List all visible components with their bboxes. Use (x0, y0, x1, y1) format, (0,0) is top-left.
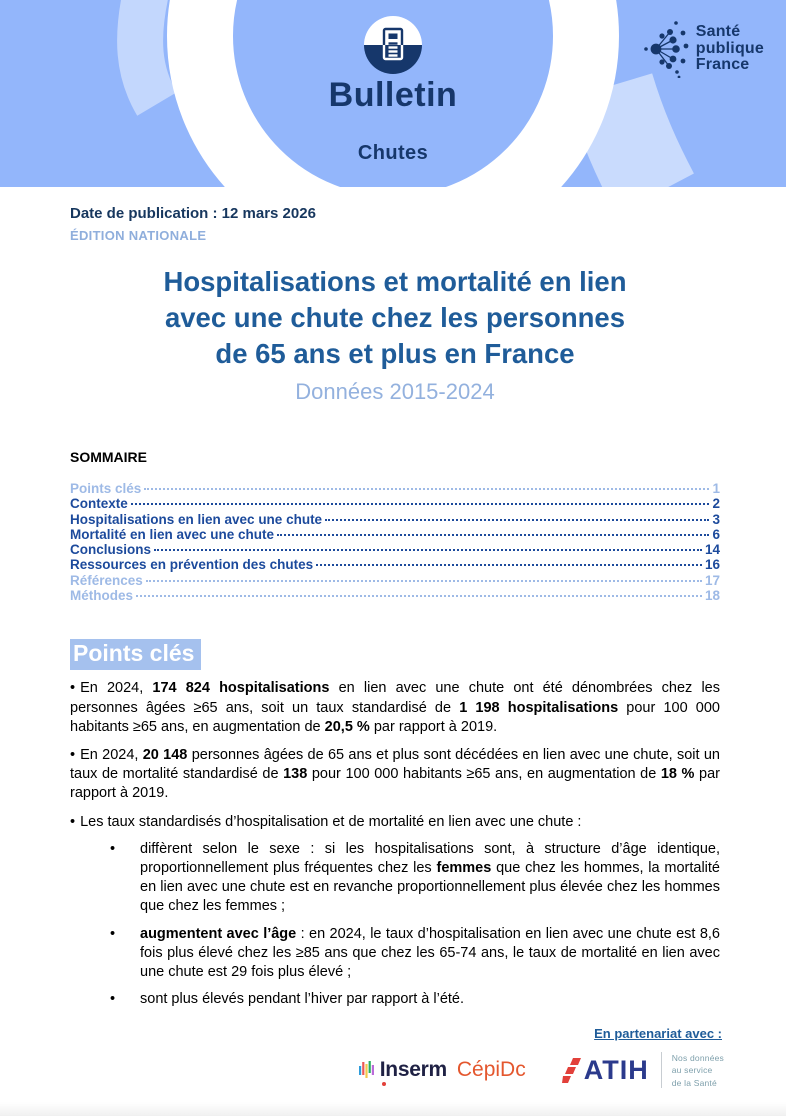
document-title: Hospitalisations et mortalité en lien av… (163, 266, 627, 369)
atih-logo: ATIH Nos données au service de la Santé (561, 1052, 724, 1089)
toc-item-label: Points clés (70, 481, 142, 496)
publication-date: Date de publication : 12 mars 2026 (70, 205, 316, 222)
sub-bullet-text: sont plus élevés pendant l’hiver par rap… (140, 991, 465, 1008)
inserm-wordmark: Inserm (379, 1058, 447, 1087)
toc-item[interactable]: Conclusions 14 (70, 542, 720, 557)
bullet-marker: • (70, 746, 76, 763)
toc-dot-leader (325, 518, 710, 521)
toc-item-label: Hospitalisations en lien avec une chute (70, 511, 323, 527)
bullet-marker: • (110, 991, 116, 1008)
key-point-sub-bullet: • sont plus élevés pendant l’hiver par ra… (110, 990, 720, 1009)
sub-bullet-text: augmentent avec l’âge : en 2024, le taux… (140, 925, 720, 981)
key-points-heading: Points clés (70, 639, 202, 671)
key-points-section: • En 2024, 174 824 hospitalisations en li… (70, 679, 720, 1009)
toc-dot-leader (316, 564, 702, 567)
bulletin-wordmark: Bulletin (328, 76, 458, 114)
partnership-label: En partenariat avec : (594, 1026, 722, 1041)
atih-mark-icon (561, 1058, 581, 1084)
toc-item-label: Ressources en prévention des chutes (70, 557, 314, 573)
toc-item[interactable]: Ressources en prévention des chutes 16 (70, 557, 720, 572)
edition-label: ÉDITION NATIONALE (70, 228, 207, 243)
toc-page-number: 6 (712, 526, 720, 542)
document-subtitle: Données 2015-2024 (295, 379, 495, 404)
toc-item[interactable]: Références 17 (70, 573, 720, 588)
toc-page-number: 14 (704, 542, 720, 558)
atih-tagline: Nos données au service de la Santé (671, 1053, 724, 1088)
toc-item-label: Conclusions (70, 542, 152, 558)
bullet-marker: • (110, 925, 116, 942)
toc-page-number: 16 (704, 557, 720, 573)
logo-divider (660, 1052, 662, 1089)
toc-item[interactable]: Contexte 2 (70, 496, 720, 511)
newspaper-badge-icon (364, 16, 422, 74)
toc-dot-leader (145, 579, 702, 582)
sub-bullet-text: diffèrent selon le sexe : si les hospita… (140, 840, 721, 915)
toc-page-number: 3 (712, 511, 720, 527)
spf-logo-text: Santé publique France (695, 22, 764, 74)
toc-page-number: 2 (712, 496, 720, 512)
inserm-cepidc-logo: Inserm CépiDc (358, 1058, 526, 1087)
spf-logo: Santé publique France (643, 20, 764, 78)
bullet-marker: • (110, 840, 116, 857)
partner-logos: Inserm CépiDc ATIH Nos données au servic… (358, 1052, 724, 1089)
key-point-sub-bullet: • diffèrent selon le sexe : si les hospit… (110, 840, 720, 917)
toc-item-label: Références (70, 572, 143, 588)
key-point-bullet: • En 2024, 174 824 hospitalisations en li… (70, 680, 720, 735)
key-point-bullet: • En 2024, 20 148 personnes âgées de 65 a… (70, 746, 720, 802)
bullet-marker: • (70, 813, 76, 830)
toc-item[interactable]: Hospitalisations en lien avec une chute 3 (70, 512, 720, 527)
key-point-sub-bullet: • augmentent avec l’âge : en 2024, le tau… (110, 925, 720, 983)
toc-dot-leader (277, 533, 710, 536)
toc-item-label: Mortalité en lien avec une chute (70, 526, 275, 542)
toc-dot-leader (144, 488, 710, 490)
toc-item-label: Contexte (70, 496, 128, 512)
toc-page-number: 18 (704, 588, 720, 604)
spf-network-icon (643, 21, 689, 78)
bulletin-topic: Chutes (357, 142, 429, 164)
banner: Bulletin Chutes (0, 0, 786, 187)
toc-heading: SOMMAIRE (70, 449, 147, 465)
toc-item[interactable]: Mortalité en lien avec une chute 6 (70, 527, 720, 542)
key-point-bullet: • Les taux standardisés d’hospitalisation… (70, 813, 582, 830)
toc-dot-leader (136, 595, 702, 598)
table-of-contents: Points clés 1 Contexte 2 Hospitalisations en… (70, 481, 720, 603)
toc-item[interactable]: Méthodes 18 (70, 588, 720, 603)
toc-item-label: Méthodes (70, 588, 134, 604)
toc-page-number: 1 (712, 481, 720, 496)
document-body: Date de publication : 12 mars 2026 ÉDITI… (0, 205, 786, 1009)
toc-dot-leader (154, 549, 702, 552)
toc-dot-leader (130, 503, 710, 506)
bullet-marker: • (70, 680, 76, 697)
toc-item[interactable]: Points clés 1 (70, 481, 720, 496)
toc-page-number: 17 (704, 572, 720, 588)
inserm-bars-icon (358, 1061, 374, 1079)
cepidc-wordmark: CépiDc (456, 1058, 526, 1082)
atih-wordmark: ATIH (583, 1054, 649, 1085)
